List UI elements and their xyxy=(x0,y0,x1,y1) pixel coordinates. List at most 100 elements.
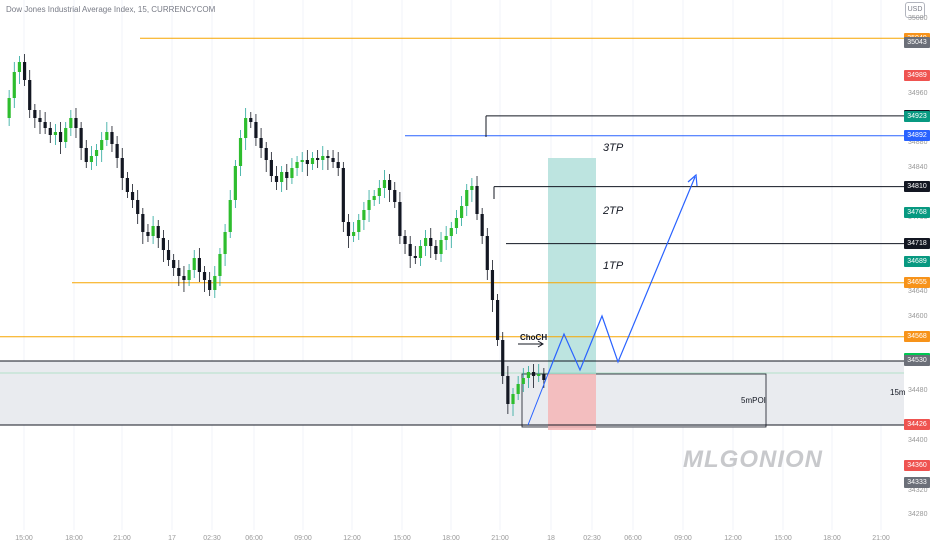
candle-body xyxy=(218,254,222,276)
candle-body xyxy=(166,250,171,260)
choch-label: ChoCH xyxy=(520,333,548,342)
candle-body xyxy=(182,276,186,280)
price-badge: 34426 xyxy=(904,419,930,431)
candle-body xyxy=(110,132,114,144)
candle-body xyxy=(89,156,94,162)
candle-body xyxy=(254,122,258,138)
candle-body xyxy=(38,118,42,122)
candle-body xyxy=(305,160,309,164)
candle-body xyxy=(357,220,361,232)
price-badge: 34923 xyxy=(904,110,930,122)
time-tick: 09:00 xyxy=(674,535,692,542)
price-badge: 34333 xyxy=(904,477,930,489)
candle-body xyxy=(480,214,484,236)
candle-body xyxy=(151,226,155,236)
time-tick: 21:00 xyxy=(872,535,890,542)
candle-body xyxy=(326,156,330,158)
price-tick: 34960 xyxy=(908,89,928,97)
candlesticks xyxy=(7,54,546,416)
candle-body xyxy=(290,168,294,178)
candle-body xyxy=(429,238,433,246)
candle-body xyxy=(141,214,145,232)
candle-body xyxy=(172,260,176,268)
candle-body xyxy=(64,128,68,142)
candle-body xyxy=(192,258,196,270)
loss-zone xyxy=(548,374,596,430)
time-tick: 18 xyxy=(547,535,555,542)
candle-body xyxy=(403,236,407,244)
price-badge: 34689 xyxy=(904,256,930,268)
candle-body xyxy=(485,236,489,270)
candle-body xyxy=(12,72,16,98)
candle-body xyxy=(228,200,232,232)
time-tick: 21:00 xyxy=(113,535,131,542)
candle-body xyxy=(249,118,253,122)
price-badge: 34989 xyxy=(904,70,930,82)
candle-body xyxy=(17,62,22,72)
candle-body xyxy=(367,200,371,210)
tp1-label: 1TP xyxy=(603,260,624,272)
price-badge: 34655 xyxy=(904,277,930,289)
time-tick: 12:00 xyxy=(724,535,742,542)
candle-body xyxy=(74,118,78,128)
currency-button[interactable]: USD xyxy=(905,2,925,18)
candle-body xyxy=(531,372,536,376)
candle-body xyxy=(377,188,381,196)
candle-body xyxy=(187,270,191,280)
poi-label: 5mPOI xyxy=(741,396,766,405)
candle-body xyxy=(136,200,140,214)
candle-body xyxy=(434,246,438,254)
candle-body xyxy=(223,232,227,254)
price-tick: 34280 xyxy=(908,511,928,519)
time-tick: 15:00 xyxy=(15,535,33,542)
candle-body xyxy=(43,122,47,128)
candle-body xyxy=(84,148,88,162)
candle-body xyxy=(233,166,237,200)
demand-zone-left xyxy=(0,361,904,425)
price-badge: 34768 xyxy=(904,207,930,219)
candle-body xyxy=(69,118,73,128)
candle-body xyxy=(79,128,83,148)
candle-body xyxy=(521,378,525,384)
candle-body xyxy=(285,172,289,178)
candle-body xyxy=(295,162,299,168)
watermark: MLGONION xyxy=(683,446,823,473)
candle-body xyxy=(58,132,63,142)
candle-body xyxy=(33,110,37,118)
candle-body xyxy=(7,98,11,118)
candle-body xyxy=(244,118,248,138)
tp2-label: 2TP xyxy=(603,205,624,217)
candle-body xyxy=(408,244,412,256)
candle-body xyxy=(475,186,479,214)
candle-body xyxy=(264,148,268,160)
candle-body xyxy=(346,222,351,236)
candle-body xyxy=(130,192,135,200)
candle-body xyxy=(213,276,217,290)
entry-line xyxy=(527,373,549,426)
price-badge: 34360 xyxy=(904,460,930,472)
price-tick: 34840 xyxy=(908,163,928,171)
candle-body xyxy=(490,270,495,300)
candle-body xyxy=(444,236,448,240)
choch-arrowhead xyxy=(537,340,544,348)
candle-body xyxy=(336,162,340,168)
price-badge: 34892 xyxy=(904,130,930,142)
time-tick: 06:00 xyxy=(245,535,263,542)
candle-body xyxy=(274,176,279,182)
candle-body xyxy=(424,238,428,246)
candle-body xyxy=(94,150,99,156)
candle-body xyxy=(439,240,443,254)
candle-body xyxy=(352,232,356,236)
candle-body xyxy=(120,158,124,178)
candle-body xyxy=(146,232,150,236)
candle-body xyxy=(398,202,402,236)
candle-body xyxy=(454,218,459,228)
candle-body xyxy=(238,138,243,166)
time-tick: 18:00 xyxy=(442,535,460,542)
candle-body xyxy=(280,172,284,182)
candle-body xyxy=(382,180,387,188)
price-badge: 34810 xyxy=(904,181,930,193)
candle-body xyxy=(269,160,273,176)
candle-body xyxy=(511,394,515,404)
